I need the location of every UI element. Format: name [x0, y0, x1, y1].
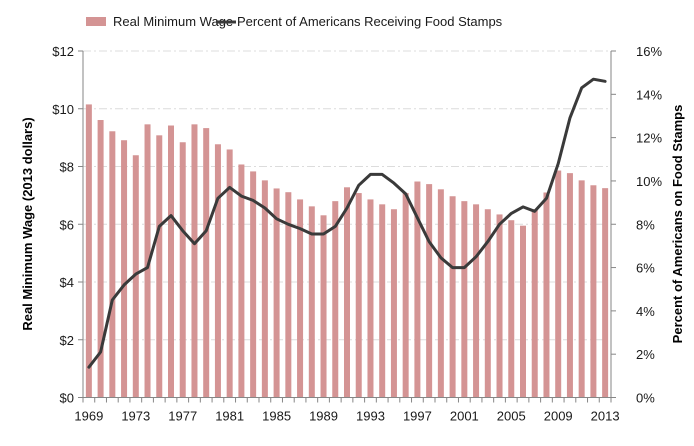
axes	[78, 50, 616, 403]
left-axis-title: Real Minimum Wage (2013 dollars)	[20, 117, 35, 330]
bar-1994	[379, 204, 386, 398]
left-tick-label: $10	[52, 102, 74, 117]
bar-2000	[449, 196, 456, 398]
bar-1985	[273, 188, 280, 398]
bar-1980	[214, 144, 221, 398]
bar-1995	[390, 209, 397, 398]
left-tick-label: $12	[52, 44, 74, 59]
bar-1987	[297, 199, 304, 398]
left-tick-label: $8	[60, 160, 74, 175]
bar-2009	[555, 170, 562, 398]
left-tick-label: $6	[60, 217, 74, 232]
x-tick-label: 1981	[215, 409, 244, 424]
bar-2013	[602, 188, 609, 398]
right-tick-label: 4%	[636, 304, 655, 319]
bar-2003	[484, 209, 491, 398]
x-tick-label: 1977	[168, 409, 197, 424]
bar-2002	[473, 204, 480, 398]
right-tick-label: 6%	[636, 261, 655, 276]
bar-1972	[121, 140, 128, 398]
bar-1992	[355, 193, 362, 398]
bar-1986	[285, 192, 292, 398]
x-tick-label: 2009	[544, 409, 573, 424]
right-tick-label: 0%	[636, 391, 655, 406]
right-tick-label: 12%	[636, 131, 662, 146]
right-tick-label: 14%	[636, 87, 662, 102]
bar-1993	[367, 199, 374, 398]
bar-1977	[179, 142, 186, 398]
x-tick-label: 1997	[403, 409, 432, 424]
right-tick-label: 16%	[636, 44, 662, 59]
x-tick-label: 2005	[497, 409, 526, 424]
bar-1976	[168, 125, 174, 398]
line-series	[87, 77, 607, 369]
bar-1982	[238, 164, 245, 398]
right-tick-label: 2%	[636, 347, 655, 362]
bar-1973	[132, 155, 139, 398]
bar-1975	[156, 135, 163, 398]
legend-line-label: Percent of Americans Receiving Food Stam…	[237, 14, 503, 29]
bars	[85, 104, 609, 398]
bar-2008	[543, 192, 550, 398]
bar-2006	[520, 225, 526, 398]
bar-1989	[320, 215, 327, 398]
bar-2011	[578, 180, 585, 398]
left-tick-labels: $0 $2 $4 $6 $8 $10 $12	[52, 44, 74, 406]
left-tick-label: $2	[60, 333, 74, 348]
legend: Real Minimum Wage Percent of Americans R…	[86, 14, 503, 29]
bar-2001	[461, 201, 468, 398]
right-axis-title: Percent of Americans on Food Stamps	[670, 105, 685, 344]
bar-1974	[144, 124, 151, 398]
bar-1996	[402, 193, 409, 398]
bar-1999	[437, 189, 444, 398]
right-tick-label: 10%	[636, 174, 662, 189]
bar-2004	[496, 214, 503, 398]
bar-1991	[344, 187, 350, 398]
legend-bar-swatch	[86, 17, 106, 26]
bar-1984	[261, 180, 268, 398]
x-tick-label: 1993	[356, 409, 385, 424]
left-tick-label: $0	[60, 391, 74, 406]
x-tick-label: 1985	[262, 409, 291, 424]
x-tick-label: 1973	[121, 409, 150, 424]
bar-1978	[191, 124, 198, 398]
x-tick-label: 1989	[309, 409, 338, 424]
x-tick-label: 1969	[74, 409, 103, 424]
bar-1970	[97, 120, 104, 398]
bar-1998	[426, 184, 433, 398]
bar-1969	[85, 104, 92, 398]
x-tick-labels: 1969 1973 1977 1981 1985 1989 1993 1997 2001 2005…	[74, 409, 619, 424]
bar-2005	[508, 220, 515, 398]
bar-1979	[203, 128, 210, 398]
bar-1971	[109, 131, 116, 398]
x-tick-label: 2001	[450, 409, 479, 424]
bar-1981	[226, 149, 233, 398]
bar-1997	[414, 181, 421, 398]
bar-2012	[590, 185, 597, 398]
legend-bar-label: Real Minimum Wage	[113, 14, 233, 29]
bar-2007	[531, 209, 538, 398]
left-tick-label: $4	[60, 275, 74, 290]
bar-1983	[250, 171, 257, 398]
bar-1990	[332, 201, 339, 398]
x-tick-label: 2013	[591, 409, 620, 424]
bar-1988	[308, 206, 315, 398]
bar-2010	[566, 173, 573, 398]
right-tick-labels: 0% 2% 4% 6% 8% 10% 12% 14% 16%	[636, 44, 662, 406]
right-tick-label: 8%	[636, 217, 655, 232]
